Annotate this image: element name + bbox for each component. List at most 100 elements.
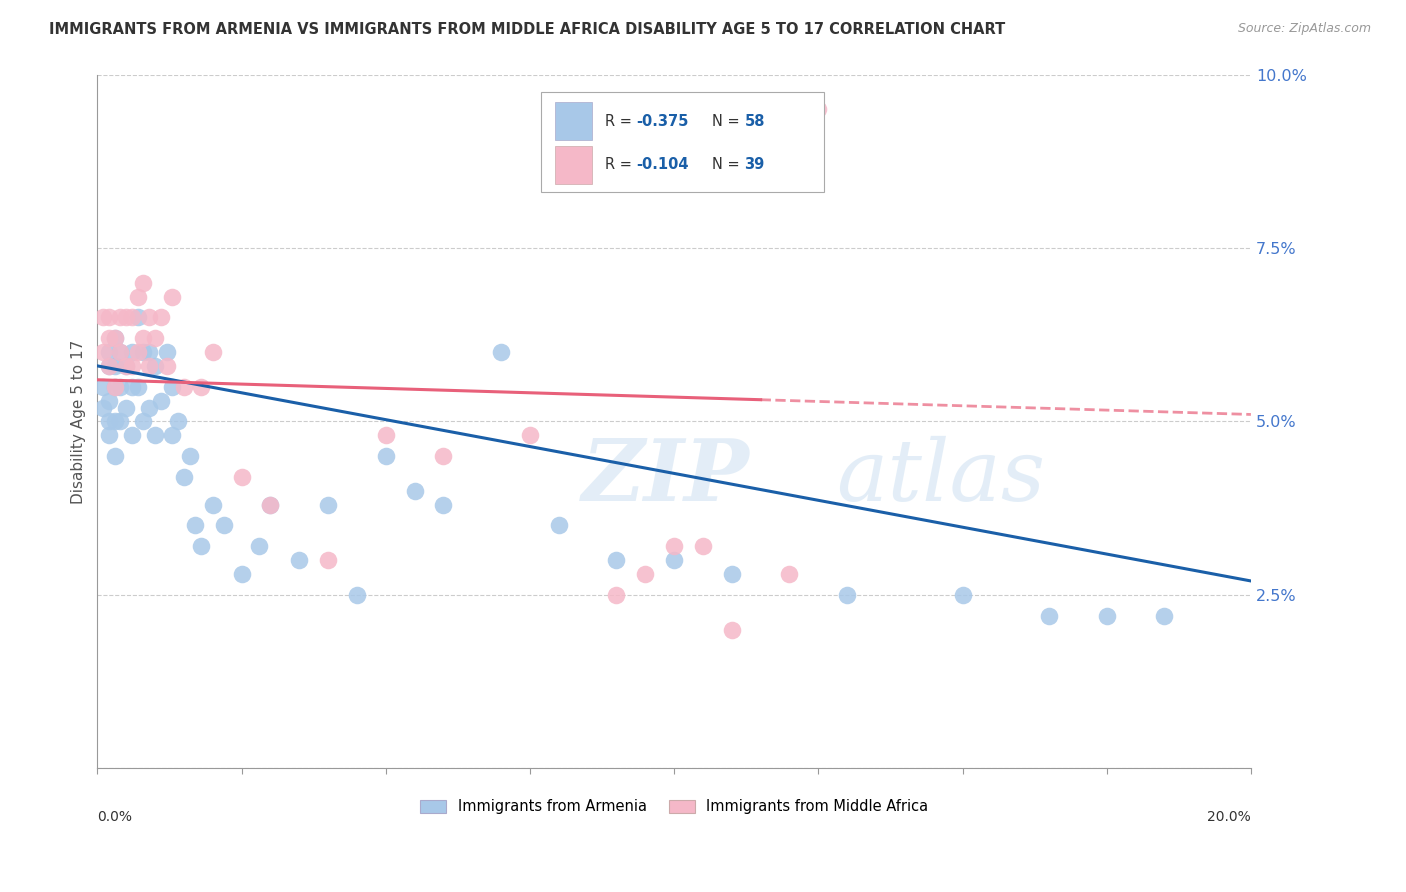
Point (190, 380, 212, 394)
Text: N =: N = (713, 113, 744, 128)
Point (605, 588, 627, 602)
Point (952, 588, 974, 602)
Text: -0.104: -0.104 (636, 157, 689, 172)
Point (404, 483, 426, 498)
Point (97, 428, 120, 442)
Point (97, 359, 120, 373)
Point (374, 428, 396, 442)
Point (201, 345, 224, 359)
Text: 58: 58 (745, 113, 765, 128)
Point (104, 380, 127, 394)
Point (259, 498, 281, 512)
Point (605, 553, 627, 567)
Legend: Immigrants from Armenia, Immigrants from Middle Africa: Immigrants from Armenia, Immigrants from… (413, 793, 935, 820)
Point (132, 331, 155, 345)
Point (143, 331, 166, 345)
Point (155, 359, 177, 373)
Point (97, 345, 120, 359)
Point (1038, 608, 1060, 623)
Point (97, 359, 120, 373)
Point (127, 310, 149, 325)
Point (1153, 608, 1175, 623)
Point (155, 345, 177, 359)
Point (162, 289, 184, 303)
Point (179, 449, 201, 463)
Point (201, 498, 224, 512)
Point (104, 449, 127, 463)
Point (374, 449, 396, 463)
FancyBboxPatch shape (555, 102, 592, 140)
Point (432, 449, 454, 463)
Point (110, 345, 132, 359)
Point (779, 567, 801, 582)
Text: IMMIGRANTS FROM ARMENIA VS IMMIGRANTS FROM MIDDLE AFRICA DISABILITY AGE 5 TO 17 : IMMIGRANTS FROM ARMENIA VS IMMIGRANTS FR… (49, 22, 1005, 37)
Point (104, 359, 127, 373)
Text: R =: R = (605, 113, 637, 128)
Point (127, 345, 149, 359)
Point (132, 414, 155, 428)
Point (720, 623, 742, 637)
Point (132, 276, 155, 290)
Point (634, 567, 657, 582)
Point (190, 539, 212, 553)
Point (91, 310, 114, 325)
Point (97, 310, 120, 325)
Point (104, 414, 127, 428)
Point (115, 359, 138, 373)
Point (138, 401, 160, 415)
Text: 0.0%: 0.0% (97, 810, 132, 824)
Point (316, 498, 339, 512)
Point (173, 470, 195, 484)
Text: R =: R = (605, 157, 637, 172)
Point (121, 428, 143, 442)
Point (231, 567, 253, 582)
Point (110, 345, 132, 359)
Point (115, 359, 138, 373)
Point (149, 310, 172, 325)
Point (184, 518, 207, 533)
Point (231, 470, 253, 484)
Point (138, 359, 160, 373)
Point (115, 401, 138, 415)
Point (121, 380, 143, 394)
Point (316, 553, 339, 567)
Point (173, 380, 195, 394)
Point (97, 414, 120, 428)
Point (127, 380, 149, 394)
Point (104, 331, 127, 345)
Point (692, 539, 714, 553)
Text: N =: N = (713, 157, 744, 172)
Point (720, 567, 742, 582)
Point (121, 310, 143, 325)
Point (91, 345, 114, 359)
Point (143, 359, 166, 373)
Point (837, 588, 859, 602)
Point (110, 414, 132, 428)
Point (104, 380, 127, 394)
Point (662, 553, 685, 567)
Point (149, 393, 172, 408)
Text: -0.375: -0.375 (636, 113, 689, 128)
Text: 20.0%: 20.0% (1208, 810, 1251, 824)
Point (167, 414, 190, 428)
Point (91, 380, 114, 394)
Y-axis label: Disability Age 5 to 17: Disability Age 5 to 17 (72, 339, 86, 503)
Point (121, 359, 143, 373)
Point (212, 518, 235, 533)
Point (132, 345, 155, 359)
Text: Source: ZipAtlas.com: Source: ZipAtlas.com (1237, 22, 1371, 36)
Point (662, 539, 685, 553)
Point (162, 428, 184, 442)
Point (143, 428, 166, 442)
Point (1095, 608, 1118, 623)
Point (127, 289, 149, 303)
Point (288, 553, 311, 567)
Point (489, 345, 512, 359)
Point (97, 331, 120, 345)
Point (346, 588, 368, 602)
Point (97, 393, 120, 408)
Point (110, 380, 132, 394)
Text: 39: 39 (745, 157, 765, 172)
Point (121, 345, 143, 359)
Point (104, 331, 127, 345)
